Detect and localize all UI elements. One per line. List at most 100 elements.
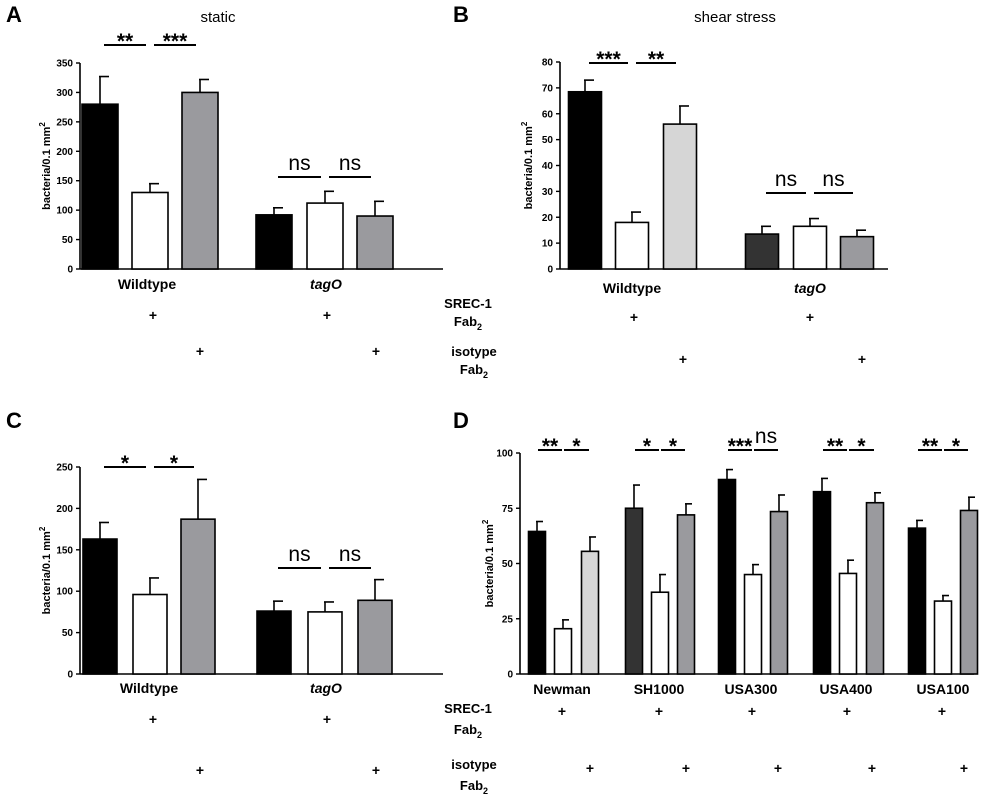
group-label: USA100 — [917, 681, 970, 697]
significance-label: ns — [339, 543, 361, 566]
y-tick-label: 0 — [547, 265, 553, 276]
isotype-plus: + — [868, 760, 876, 776]
significance-label: * — [572, 435, 581, 458]
chart-panel-a: 0 50 100 150 200 250 300 350 bacteria/0.1 mm2 Wil… — [38, 30, 443, 359]
chart-panel-c: 0 50 100 150 200 250 bacteria/0.1 mm2 Wildtype t… — [38, 452, 443, 778]
group-label: USA300 — [725, 681, 778, 697]
srec1-fab-text-b: Fab — [454, 314, 477, 329]
significance-label: ns — [288, 152, 310, 175]
chart-panel-b: 0 10 20 30 40 50 60 70 80 bacteria/0.1 mm2 Wildtyp… — [520, 48, 888, 367]
y-tick-label: 50 — [62, 235, 74, 246]
panel-letter-c: C — [6, 408, 22, 433]
panel-letter-a: A — [6, 2, 22, 27]
group-label: SH1000 — [634, 681, 685, 697]
y-axis-label-text: bacteria/0.1 mm — [523, 126, 535, 209]
bar — [256, 610, 292, 675]
bar — [131, 191, 169, 270]
y-tick-label: 20 — [542, 213, 554, 224]
significance-label: * — [857, 435, 866, 458]
y-axis-label-text: bacteria/0.1 mm — [484, 524, 496, 607]
y-tick-label: 0 — [67, 265, 73, 276]
bar — [527, 530, 547, 675]
bar — [650, 591, 670, 675]
isotype-label-d: isotype — [451, 757, 497, 772]
significance-label: ns — [822, 168, 844, 191]
significance-label: * — [121, 452, 130, 475]
isotype-plus: + — [679, 351, 687, 367]
bar — [717, 478, 737, 675]
significance-label: ns — [775, 168, 797, 191]
group-label: Wildtype — [120, 680, 178, 696]
isotype-fab-text-b: Fab — [460, 362, 483, 377]
y-tick-label: 25 — [502, 614, 514, 625]
y-tick-label: 50 — [542, 135, 554, 146]
srec1-plus: + — [748, 703, 756, 719]
group-label: USA400 — [820, 681, 873, 697]
y-tick-label: 40 — [542, 161, 554, 172]
y-tick-label: 150 — [56, 176, 73, 187]
significance-label: ns — [339, 152, 361, 175]
bar — [614, 221, 650, 270]
bar — [306, 202, 344, 270]
srec1-plus: + — [655, 703, 663, 719]
bar — [357, 599, 393, 675]
srec1-plus: + — [149, 307, 157, 323]
isotype-plus: + — [196, 762, 204, 778]
bar — [839, 235, 875, 270]
srec1-fab-label-d: Fab2 — [454, 722, 482, 740]
y-tick-label: 100 — [496, 449, 513, 460]
bar — [624, 507, 644, 675]
panel-letter-b: B — [453, 2, 469, 27]
isotype-fab-sub-d: 2 — [483, 786, 488, 796]
srec1-fab-text-d: Fab — [454, 722, 477, 737]
bar — [180, 518, 216, 675]
y-axis-label: bacteria/0.1 mm2 — [38, 526, 53, 614]
significance-label: * — [952, 435, 961, 458]
panel-a-title: static — [200, 9, 236, 26]
srec1-plus: + — [938, 703, 946, 719]
bar — [769, 510, 789, 675]
srec1-plus: + — [323, 307, 331, 323]
y-axis-label: bacteria/0.1 mm2 — [38, 122, 53, 210]
srec1-plus: + — [149, 711, 157, 727]
y-tick-label: 75 — [502, 504, 514, 515]
y-tick-label: 70 — [542, 83, 554, 94]
bar — [567, 90, 603, 270]
group-label: Wildtype — [118, 276, 176, 292]
srec1-label-d: SREC-1 — [444, 701, 492, 716]
y-axis-label: bacteria/0.1 mm2 — [481, 519, 496, 607]
bar — [959, 509, 979, 675]
y-tick-label: 100 — [56, 587, 73, 598]
bar — [676, 514, 696, 675]
bar — [580, 550, 600, 675]
bar — [81, 103, 119, 270]
bar — [181, 91, 219, 270]
bar — [865, 501, 885, 675]
panel-b-title: shear stress — [694, 9, 776, 26]
bar — [743, 573, 763, 675]
bar — [553, 627, 573, 675]
significance-label: ** — [117, 30, 134, 53]
group-label: tagO — [310, 680, 342, 696]
srec1-fab-label-b: Fab2 — [454, 314, 482, 332]
bar — [933, 600, 953, 675]
group-label: Wildtype — [603, 280, 661, 296]
isotype-plus: + — [372, 762, 380, 778]
y-tick-label: 300 — [56, 88, 73, 99]
significance-label: *** — [163, 30, 188, 53]
bar — [662, 123, 698, 270]
bar — [812, 490, 832, 675]
y-tick-label: 0 — [507, 670, 513, 681]
bar — [838, 572, 858, 675]
significance-label: ns — [755, 425, 777, 448]
isotype-plus: + — [774, 760, 782, 776]
significance-label: ** — [827, 435, 844, 458]
y-tick-label: 200 — [56, 147, 73, 158]
bar — [356, 215, 394, 270]
isotype-plus: + — [196, 343, 204, 359]
srec1-plus: + — [630, 309, 638, 325]
chart-panel-d: 0 25 50 75 100 bacteria/0.1 mm2 Newman SH1000 US… — [481, 425, 979, 776]
y-axis-label: bacteria/0.1 mm2 — [520, 121, 535, 209]
y-axis-label-text: bacteria/0.1 mm — [41, 126, 53, 209]
y-axis-label-superscript: 2 — [38, 122, 47, 127]
